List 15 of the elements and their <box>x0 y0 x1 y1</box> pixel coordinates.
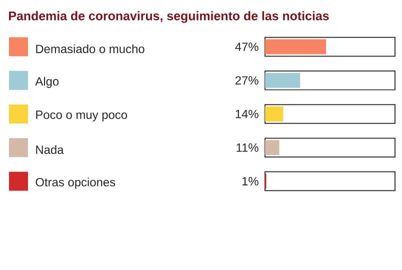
y-tick-label: Demasiado o mucho <box>36 44 144 54</box>
y-tick-label: Algo <box>35 76 59 88</box>
bar <box>265 39 326 54</box>
data-label: 1% <box>242 177 258 186</box>
y-tick-label: Otras opciones <box>36 178 116 189</box>
bar <box>265 140 280 156</box>
y-tick-label: Nada <box>36 145 64 154</box>
bar <box>265 106 284 122</box>
data-label: 27% <box>235 76 258 85</box>
data-label: 14% <box>236 110 258 118</box>
chart-title: Pandemia de coronavirus, seguimiento de las noticias <box>9 11 329 23</box>
y-tick-label: Poco o muy poco <box>36 110 128 122</box>
data-label: 47% <box>235 42 258 51</box>
data-label: 11% <box>236 143 258 152</box>
bar <box>265 72 300 88</box>
